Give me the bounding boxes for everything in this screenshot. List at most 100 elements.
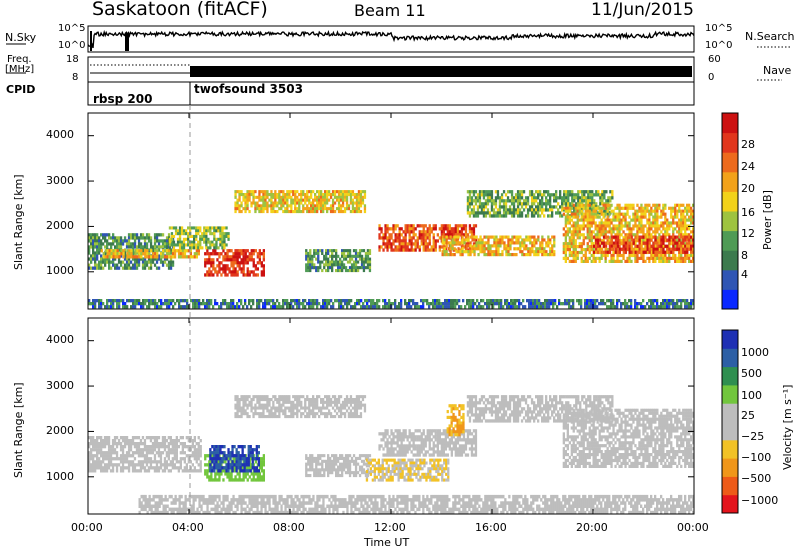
power-cell [656,230,659,234]
power-cell [486,199,490,203]
power-cell [618,221,621,225]
power-cell [470,208,474,212]
power-cell [310,302,313,306]
power-cell [317,260,320,264]
power-cell [288,193,291,197]
power-cell [628,256,631,260]
power-cell [549,238,552,242]
power-cell [526,214,530,218]
power-cell [624,233,627,237]
power-cell [234,207,237,211]
power-cell [106,233,109,237]
power-cell [568,227,571,231]
power-cell [378,224,381,228]
power-cell [223,226,226,230]
power-cell [692,299,695,303]
power-cell [104,249,107,253]
power-cell [465,247,468,251]
power-cell [500,214,504,218]
power-cell [600,247,604,251]
power-cell [579,196,582,200]
power-cell [344,299,347,303]
velocity-cell [135,469,139,473]
velocity-cell [254,478,257,482]
power-cell [592,221,595,225]
power-cell [170,302,173,306]
power-cell [604,241,608,245]
power-cell [125,266,129,270]
power-cell [602,230,605,234]
power-cell [586,206,589,210]
power-cell [568,248,571,252]
velocity-cell [222,478,225,482]
power-cell [678,244,681,248]
power-cell [566,248,569,252]
power-cell [205,243,208,247]
power-cell [215,226,218,230]
velocity-cell [147,445,151,449]
power-cell [212,267,215,271]
power-cell [584,218,587,222]
power-cell [167,233,171,237]
power-cell [652,253,655,258]
power-cell [590,302,593,306]
power-cell [148,302,151,306]
power-cell [455,241,458,245]
power-cell [626,233,629,237]
power-cell [352,269,356,273]
velocity-cell [127,466,131,470]
power-cell [642,224,645,228]
power-cell [570,212,573,216]
velocity-cell [185,466,188,470]
power-cell [292,198,295,202]
power-cell [305,249,308,253]
power-cell [119,245,123,249]
power-cell [256,204,259,208]
power-cell [222,302,225,306]
power-cell [496,299,499,303]
power-cell [567,190,570,194]
power-cell [602,239,605,243]
power-cell [568,245,571,249]
power-cell [272,210,275,214]
power-cell [438,227,441,231]
power-cell [455,238,458,242]
power-cell [152,252,155,256]
power-cell [252,299,255,303]
power-cell [139,245,143,249]
power-cell [324,201,327,205]
power-cell [524,305,527,309]
power-cell [573,193,576,197]
power-cell [88,239,91,243]
power-cell [664,244,667,248]
power-cell [612,227,615,231]
power-cell [646,236,649,240]
power-cell [590,248,593,252]
power-cell [688,241,691,245]
power-cell [607,196,610,200]
power-cell [214,270,217,274]
power-cell [582,218,585,222]
power-cell [524,199,528,203]
power-cell [676,203,679,207]
power-cell [488,193,492,197]
velocity-cell [157,454,161,458]
power-cell [610,259,613,263]
power-cell [545,244,548,248]
velocity-cell [191,463,194,467]
power-cell [475,247,478,251]
power-cell [258,258,261,262]
velocity-cell [151,445,155,449]
power-cell [494,196,498,200]
power-cell [499,241,502,245]
velocity-cell [121,463,125,467]
power-cell [118,302,121,306]
power-cell [672,256,675,260]
power-cell [658,215,661,219]
power-cell [686,250,689,254]
power-cell [502,214,506,218]
power-cell [554,302,557,306]
power-cell [674,212,677,216]
power-cell [176,299,179,303]
velocity-cell [92,439,95,443]
